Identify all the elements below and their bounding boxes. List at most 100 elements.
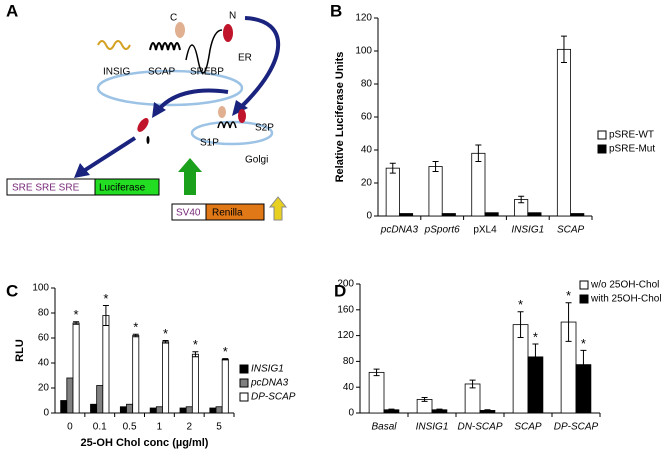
- bar: [191, 353, 199, 414]
- y-tick-label: 20: [361, 178, 373, 189]
- x-tick-label: Basal: [371, 422, 397, 433]
- significance-mark: *: [133, 320, 138, 335]
- y-tick-label: 40: [343, 382, 355, 393]
- legend-swatch: [239, 364, 249, 374]
- significance-mark: *: [193, 337, 198, 352]
- arrowhead: [152, 102, 166, 118]
- error-bar: [469, 379, 476, 389]
- x-tick-label: SCAP: [557, 225, 585, 236]
- legend-swatch: [597, 130, 607, 140]
- bar: [570, 213, 585, 217]
- panel-label: C: [6, 281, 18, 300]
- label: SRE SRE SRE: [12, 183, 80, 194]
- arrow: [238, 16, 281, 110]
- legend-label: pcDNA3: [250, 378, 289, 389]
- bar: [221, 358, 229, 414]
- label: SREBP: [190, 67, 224, 78]
- bar: [398, 213, 414, 217]
- label: Luciferase: [99, 183, 146, 194]
- label: SV40: [176, 208, 201, 219]
- x-tick-label: pSport6: [424, 225, 460, 236]
- error-bar: [373, 368, 380, 377]
- y-tick-label: 60: [361, 112, 373, 123]
- renilla-box: [205, 203, 265, 221]
- significance-mark: *: [163, 326, 168, 341]
- x-tick-label: 5: [216, 422, 222, 433]
- insig-shape: [97, 40, 131, 50]
- error-bar: [565, 302, 572, 342]
- scap-head: [218, 106, 226, 118]
- y-tick-label: 100: [355, 46, 372, 57]
- legend-label: pSRE-WT: [609, 130, 654, 141]
- error-bar: [388, 408, 395, 411]
- label: INSIG: [103, 67, 130, 78]
- significance-mark: *: [103, 291, 108, 306]
- y-tick-label: 0: [348, 408, 354, 419]
- legend-label: w/o 25OH-Chol: [590, 280, 659, 291]
- error-bar: [421, 397, 428, 402]
- panel-a: A INSIG SCAP SREBP ER C N S2P S1P Golgi …: [6, 1, 288, 221]
- significance-mark: *: [566, 288, 571, 303]
- label: SCAP: [148, 67, 176, 78]
- y-tick-label: 80: [361, 79, 373, 90]
- bar: [60, 400, 68, 414]
- panel-label: B: [330, 1, 342, 20]
- x-tick-label: 0: [67, 422, 73, 433]
- y-axis-label: RLU: [14, 339, 26, 362]
- bar: [428, 166, 443, 217]
- bar: [119, 406, 127, 414]
- error-bar: [73, 321, 80, 325]
- legend-label: pSRE-Mut: [609, 144, 655, 155]
- x-tick-label: DN-SCAP: [457, 422, 502, 433]
- y-tick-label: 120: [355, 13, 372, 24]
- y-tick-label: 60: [38, 333, 50, 344]
- y-tick-label: 20: [38, 383, 50, 394]
- significance-mark: *: [74, 307, 79, 322]
- y-tick-label: 80: [343, 356, 355, 367]
- x-tick-label: 0.5: [123, 422, 137, 433]
- bar: [471, 152, 486, 217]
- y-tick-label: 40: [361, 145, 373, 156]
- bar: [179, 407, 187, 414]
- label: Golgi: [245, 155, 268, 166]
- bar: [126, 403, 134, 414]
- x-tick-label: pXL4: [473, 225, 497, 236]
- bar: [484, 212, 499, 217]
- bar: [90, 403, 98, 414]
- bar: [215, 406, 223, 414]
- error-bar: [102, 305, 109, 326]
- x-tick-label: SCAP: [514, 422, 542, 433]
- bar: [155, 406, 163, 414]
- legend-label: with 25OH-Chol: [590, 294, 661, 305]
- yellow-arrow: [268, 196, 288, 221]
- x-tick-label: pcDNA3: [380, 225, 419, 236]
- bar: [102, 315, 110, 414]
- luciferase-box: [94, 178, 160, 196]
- significance-mark: *: [581, 336, 586, 351]
- bar: [66, 377, 74, 414]
- bar: [556, 48, 571, 217]
- srebp-fragment: [146, 136, 150, 144]
- error-bar: [162, 340, 169, 344]
- bar: [132, 335, 140, 414]
- error-bar: [222, 358, 229, 361]
- er-membrane: [96, 69, 244, 107]
- error-bar: [192, 351, 199, 358]
- label: S2P: [255, 123, 274, 134]
- scap-shape: [149, 42, 181, 51]
- bar: [162, 341, 170, 414]
- bar: [527, 212, 542, 217]
- error-bar: [475, 144, 482, 163]
- error-bar: [436, 408, 443, 411]
- y-tick-label: 200: [337, 279, 354, 290]
- significance-mark: *: [533, 329, 538, 344]
- panel-label: A: [6, 1, 18, 20]
- bar: [209, 407, 217, 414]
- significance-mark: *: [518, 297, 523, 312]
- y-axis-label: Relative Luciferase Units: [334, 52, 346, 183]
- scap-head: [175, 22, 185, 38]
- error-bar: [432, 161, 439, 172]
- error-bar: [484, 409, 491, 412]
- label: N: [229, 11, 236, 22]
- y-tick-label: 120: [337, 330, 354, 341]
